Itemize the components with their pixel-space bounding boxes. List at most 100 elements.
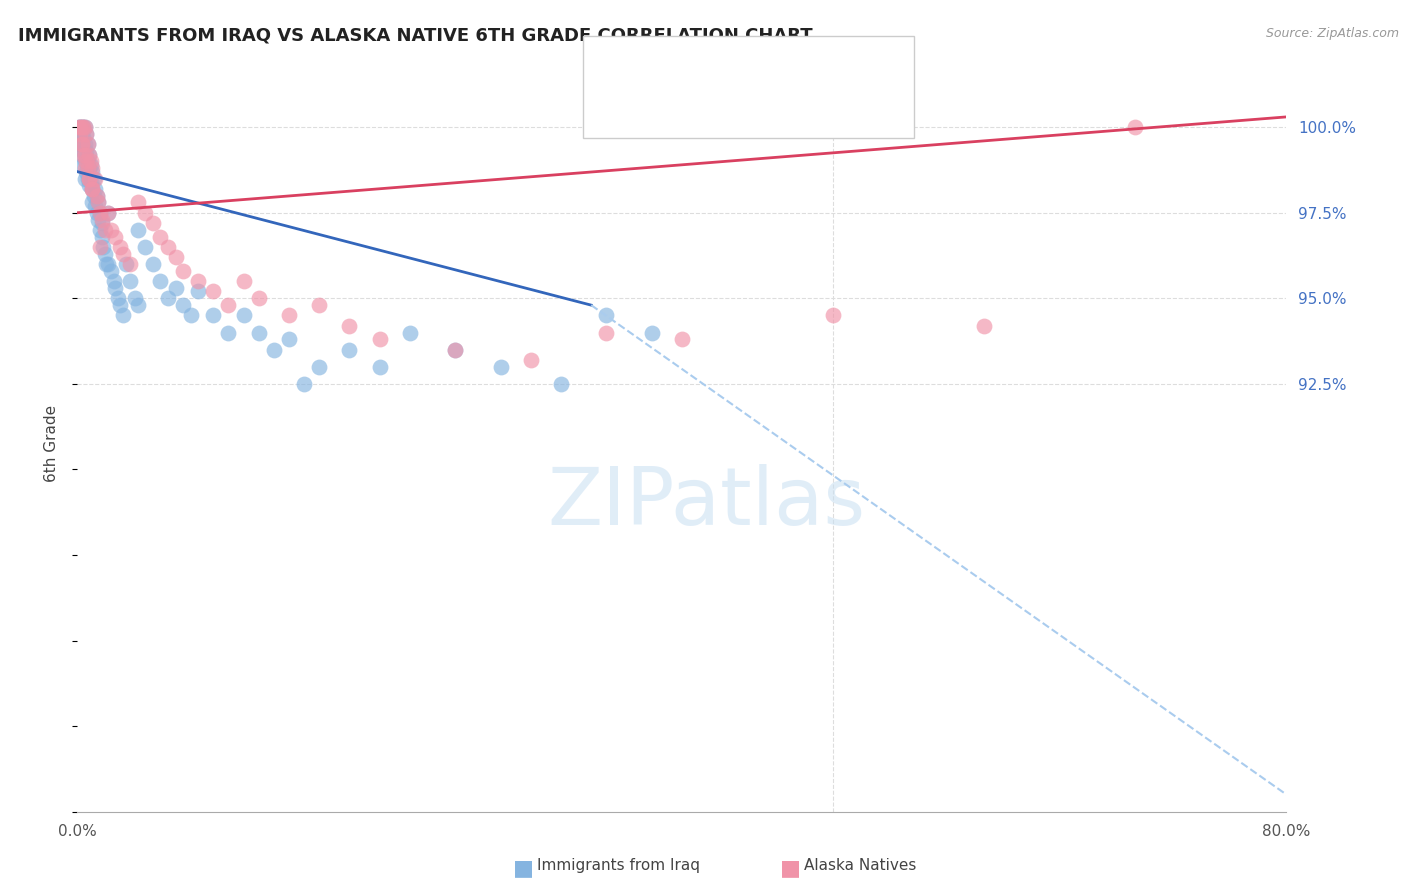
Point xyxy=(90,229,112,244)
Point xyxy=(90,216,112,230)
Point xyxy=(111,247,134,261)
Point xyxy=(80,175,103,189)
Text: ■: ■ xyxy=(513,858,534,878)
Point xyxy=(127,223,149,237)
Point xyxy=(127,195,149,210)
Point xyxy=(87,212,110,227)
Point xyxy=(79,171,101,186)
Point xyxy=(157,291,180,305)
Point xyxy=(142,257,165,271)
Point xyxy=(79,161,101,176)
Point xyxy=(84,182,107,196)
Text: -0.369: -0.369 xyxy=(675,46,740,64)
Point xyxy=(69,127,91,141)
Point xyxy=(111,309,134,323)
Point xyxy=(134,205,156,219)
Point xyxy=(73,120,96,135)
Point xyxy=(79,178,101,193)
Point xyxy=(89,205,111,219)
Point xyxy=(187,274,209,288)
Point xyxy=(77,154,100,169)
Point xyxy=(90,212,112,227)
Point xyxy=(73,147,96,161)
Point xyxy=(96,257,118,271)
Point xyxy=(84,171,107,186)
Point xyxy=(108,298,131,312)
Point xyxy=(114,257,136,271)
Point xyxy=(337,318,360,333)
Point xyxy=(77,137,100,152)
Point xyxy=(82,195,104,210)
Point xyxy=(232,309,254,323)
Point xyxy=(232,274,254,288)
Point xyxy=(172,264,194,278)
Point xyxy=(86,205,108,219)
Point xyxy=(82,161,104,176)
Point xyxy=(79,171,101,186)
Point xyxy=(84,199,107,213)
Point xyxy=(157,240,180,254)
Point xyxy=(247,326,270,340)
Point xyxy=(120,257,142,271)
Point xyxy=(149,274,172,288)
Text: ■: ■ xyxy=(780,858,801,878)
Point xyxy=(67,120,90,135)
Point xyxy=(108,240,131,254)
Point xyxy=(82,182,104,196)
Text: 58: 58 xyxy=(803,93,828,111)
Point xyxy=(69,120,91,135)
Point xyxy=(70,120,93,135)
Text: N =: N = xyxy=(747,46,799,64)
Point xyxy=(73,154,96,169)
Point xyxy=(86,188,108,202)
Point xyxy=(399,326,422,340)
Point xyxy=(70,120,93,135)
Point xyxy=(595,326,617,340)
Point xyxy=(67,127,90,141)
Point xyxy=(89,240,111,254)
Point xyxy=(73,137,96,152)
Point xyxy=(73,171,96,186)
Point xyxy=(308,359,330,374)
Point xyxy=(671,332,693,346)
Point xyxy=(180,309,202,323)
Text: R =: R = xyxy=(626,46,665,64)
Point xyxy=(103,274,125,288)
Point xyxy=(120,274,142,288)
Text: Alaska Natives: Alaska Natives xyxy=(804,858,917,873)
Text: R =: R = xyxy=(626,93,665,111)
Point xyxy=(83,171,105,186)
Point xyxy=(104,281,127,295)
Point xyxy=(79,147,101,161)
Point xyxy=(72,130,94,145)
Point xyxy=(87,195,110,210)
Point xyxy=(337,343,360,357)
Point xyxy=(444,343,467,357)
Point xyxy=(72,120,94,135)
Point xyxy=(104,229,127,244)
Point xyxy=(70,137,93,152)
Point xyxy=(72,147,94,161)
Point xyxy=(87,195,110,210)
Point xyxy=(82,182,104,196)
Point xyxy=(278,332,301,346)
Point xyxy=(134,240,156,254)
Point xyxy=(82,182,104,196)
Point xyxy=(127,298,149,312)
Point xyxy=(165,250,187,264)
Point xyxy=(489,359,512,374)
Point xyxy=(149,229,172,244)
Point xyxy=(142,216,165,230)
Point xyxy=(73,120,96,135)
Point xyxy=(77,171,100,186)
Point xyxy=(107,291,129,305)
Point xyxy=(75,127,97,141)
Text: IMMIGRANTS FROM IRAQ VS ALASKA NATIVE 6TH GRADE CORRELATION CHART: IMMIGRANTS FROM IRAQ VS ALASKA NATIVE 6T… xyxy=(18,27,813,45)
Point xyxy=(79,147,101,161)
Point xyxy=(218,326,240,340)
Point xyxy=(89,223,111,237)
Point xyxy=(368,359,391,374)
Text: Source: ZipAtlas.com: Source: ZipAtlas.com xyxy=(1265,27,1399,40)
Point xyxy=(444,343,467,357)
Point xyxy=(80,154,103,169)
